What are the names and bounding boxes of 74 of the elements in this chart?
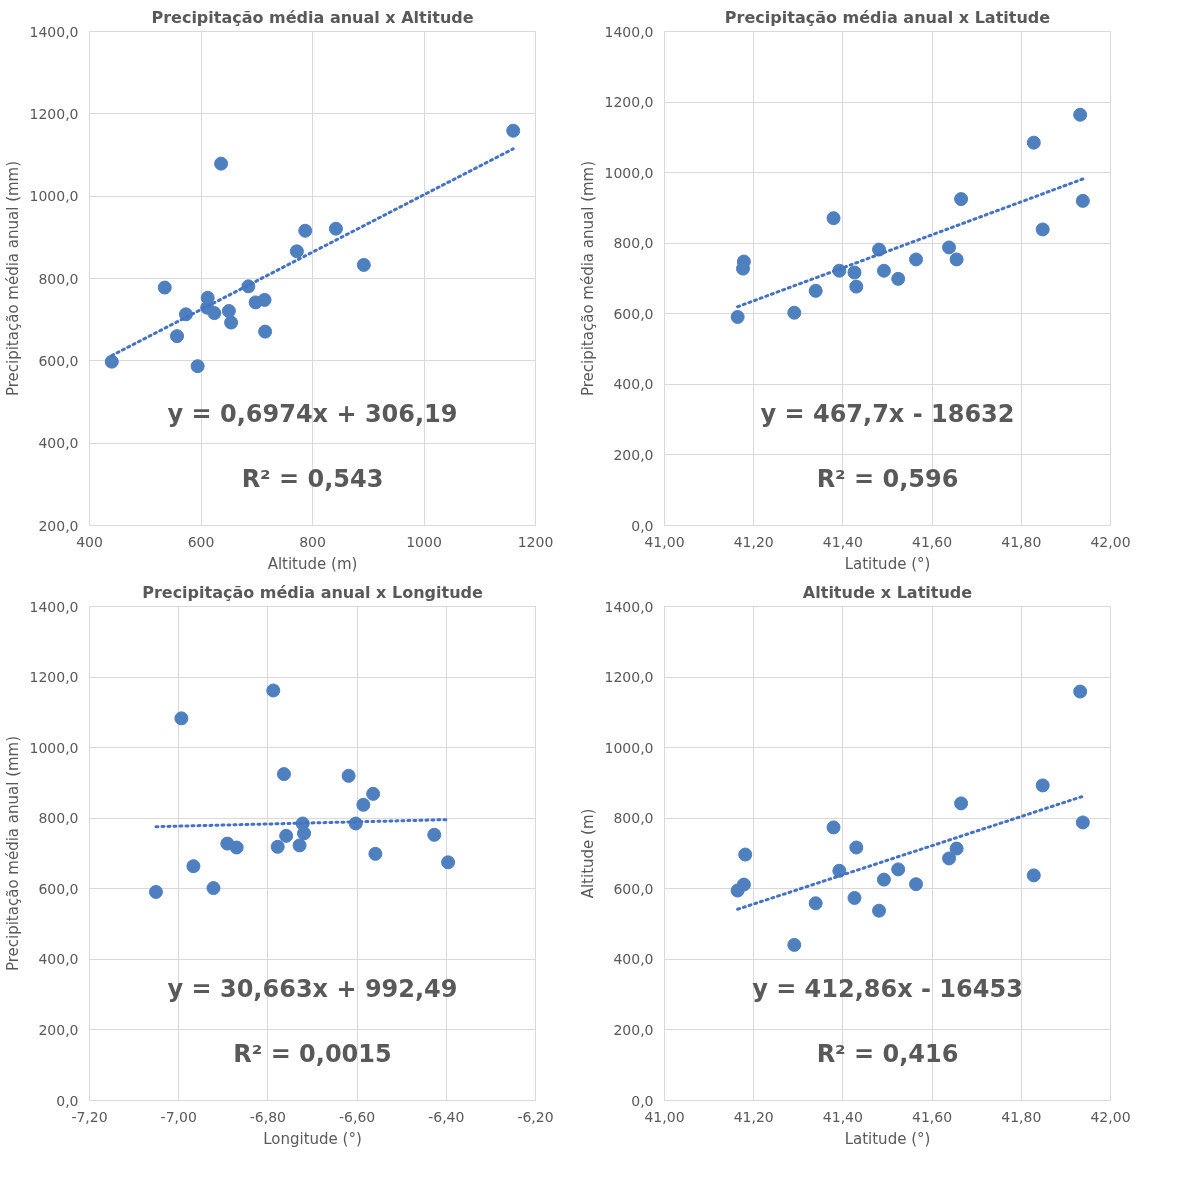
x-axis-title: Longitude (°) (263, 1129, 362, 1148)
y-tick-label: 1200,0 (604, 94, 654, 111)
y-tick-label: 1400,0 (604, 23, 654, 40)
y-tick-label: 1400,0 (29, 23, 79, 40)
y-tick-label: 400,0 (613, 951, 654, 968)
y-tick-label: 400,0 (38, 951, 79, 968)
y-tick-label: 600,0 (38, 880, 79, 897)
y-tick-label: 0,0 (631, 1092, 654, 1109)
y-tick-label: 200,0 (613, 446, 654, 463)
y-tick-label: 1200,0 (29, 105, 79, 122)
y-tick-label: 200,0 (613, 1021, 654, 1038)
chart-title: Precipitação média anual x Longitude (142, 582, 483, 602)
annotation: R² = 0,543 (241, 464, 384, 493)
y-tick-label: 1000,0 (604, 164, 654, 181)
x-tick-label: 42,00 (1090, 533, 1131, 550)
x-tick-label: -6,20 (517, 1108, 554, 1125)
x-tick-label: 41,80 (1001, 533, 1042, 550)
x-tick-label: -6,40 (428, 1108, 465, 1125)
y-tick-label: 200,0 (38, 517, 79, 534)
y-tick-label: 800,0 (613, 235, 654, 252)
x-tick-label: -7,20 (71, 1108, 108, 1125)
x-tick-label: 400 (76, 533, 103, 550)
y-tick-label: 1000,0 (29, 739, 79, 756)
chart-title: Altitude x Latitude (802, 582, 973, 602)
annotation: R² = 0,596 (816, 464, 959, 493)
x-axis-title: Latitude (°) (844, 554, 931, 573)
y-tick-label: 600,0 (38, 352, 79, 369)
chart-title: Precipitação média anual x Latitude (724, 7, 1051, 27)
y-tick-label: 1400,0 (604, 598, 654, 615)
y-tick-label: 600,0 (613, 880, 654, 897)
x-tick-label: 800 (299, 533, 326, 550)
x-tick-label: 41,20 (733, 1108, 774, 1125)
y-tick-label: 800,0 (38, 270, 79, 287)
x-tick-label: 41,20 (733, 533, 774, 550)
annotation: y = 0,6974x + 306,19 (167, 400, 458, 429)
y-axis-title: Altitude (m) (578, 808, 597, 899)
x-tick-label: 41,60 (912, 533, 953, 550)
y-tick-label: 1400,0 (29, 598, 79, 615)
x-tick-label: -7,00 (160, 1108, 197, 1125)
x-axis-title: Altitude (m) (267, 554, 358, 573)
x-tick-label: 42,00 (1090, 1108, 1131, 1125)
annotation: R² = 0,416 (816, 1039, 959, 1068)
annotation: y = 412,86x - 16453 (752, 975, 1023, 1004)
x-tick-label: 41,00 (644, 533, 685, 550)
y-tick-label: 400,0 (613, 376, 654, 393)
y-tick-label: 0,0 (631, 517, 654, 534)
y-tick-label: 800,0 (613, 810, 654, 827)
x-tick-label: 41,40 (822, 533, 863, 550)
x-tick-label: 600 (187, 533, 215, 550)
chart-title: Precipitação média anual x Altitude (151, 7, 474, 27)
x-tick-label: 41,60 (912, 1108, 953, 1125)
x-tick-label: 41,00 (644, 1108, 685, 1125)
x-tick-label: -6,60 (338, 1108, 376, 1125)
annotation: y = 30,663x + 992,49 (167, 975, 458, 1004)
y-tick-label: 1000,0 (29, 188, 79, 205)
y-tick-label: 200,0 (38, 1021, 79, 1038)
x-tick-label: -6,80 (249, 1108, 287, 1125)
x-tick-label: 1000 (406, 533, 442, 550)
x-tick-label: 1200 (517, 533, 554, 550)
y-axis-title: Precipitação média anual (mm) (578, 160, 597, 397)
y-axis-title: Precipitação média anual (mm) (3, 735, 22, 972)
annotation: R² = 0,0015 (233, 1039, 392, 1068)
y-tick-label: 600,0 (613, 305, 654, 322)
y-tick-label: 1200,0 (604, 669, 654, 686)
y-tick-label: 800,0 (38, 810, 79, 827)
annotation: y = 467,7x - 18632 (760, 400, 1015, 429)
x-axis-title: Latitude (°) (844, 1129, 931, 1148)
y-tick-label: 1000,0 (604, 739, 654, 756)
y-tick-label: 0,0 (56, 1092, 79, 1109)
y-axis-title: Precipitação média anual (mm) (3, 160, 22, 397)
x-tick-label: 41,80 (1001, 1108, 1042, 1125)
y-tick-label: 1200,0 (29, 669, 79, 686)
y-tick-label: 400,0 (38, 435, 79, 452)
x-tick-label: 41,40 (822, 1108, 863, 1125)
